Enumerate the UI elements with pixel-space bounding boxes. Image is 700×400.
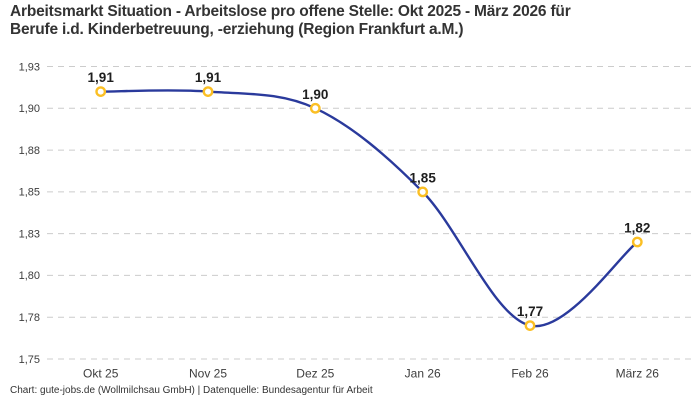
- x-tick-label: Okt 25: [83, 367, 119, 381]
- series-line: [99, 89, 639, 328]
- y-tick-label: 1,83: [19, 228, 40, 240]
- chart-footer-credit: Chart: gute-jobs.de (Wollmilchsau GmbH) …: [10, 385, 373, 396]
- x-tick-label: Feb 26: [511, 367, 549, 381]
- data-point-label: 1,85: [410, 170, 437, 185]
- chart-title-line-1: Arbeitsmarkt Situation - Arbeitslose pro…: [10, 3, 571, 20]
- data-point-label: 1,91: [195, 70, 222, 85]
- x-tick-label: März 26: [616, 367, 660, 381]
- data-point-marker: [631, 236, 643, 248]
- y-tick-label: 1,80: [19, 270, 40, 282]
- x-tick-label: Nov 25: [189, 367, 227, 381]
- data-point-marker: [417, 186, 429, 198]
- data-point-marker: [202, 86, 214, 98]
- y-tick-label: 1,75: [19, 354, 40, 366]
- data-point-label: 1,91: [88, 70, 115, 85]
- x-tick-label: Dez 25: [296, 367, 334, 381]
- data-point-label: 1,77: [517, 304, 543, 319]
- x-tick-label: Jan 26: [405, 367, 441, 381]
- y-tick-label: 1,90: [19, 103, 40, 115]
- y-tick-label: 1,85: [19, 187, 40, 199]
- y-tick-label: 1,88: [19, 145, 40, 157]
- y-tick-label: 1,78: [19, 312, 40, 324]
- data-point-marker: [309, 102, 321, 114]
- data-point-marker: [524, 320, 536, 331]
- data-point-label: 1,82: [624, 221, 650, 236]
- y-tick-label: 1,93: [19, 61, 40, 73]
- chart-title: Arbeitsmarkt Situation - Arbeitslose pro…: [10, 3, 692, 39]
- data-point-label: 1,90: [302, 87, 328, 102]
- chart-title-line-2: Berufe i.d. Kinderbetreuung, -erziehung …: [10, 21, 464, 38]
- data-point-marker: [95, 86, 107, 98]
